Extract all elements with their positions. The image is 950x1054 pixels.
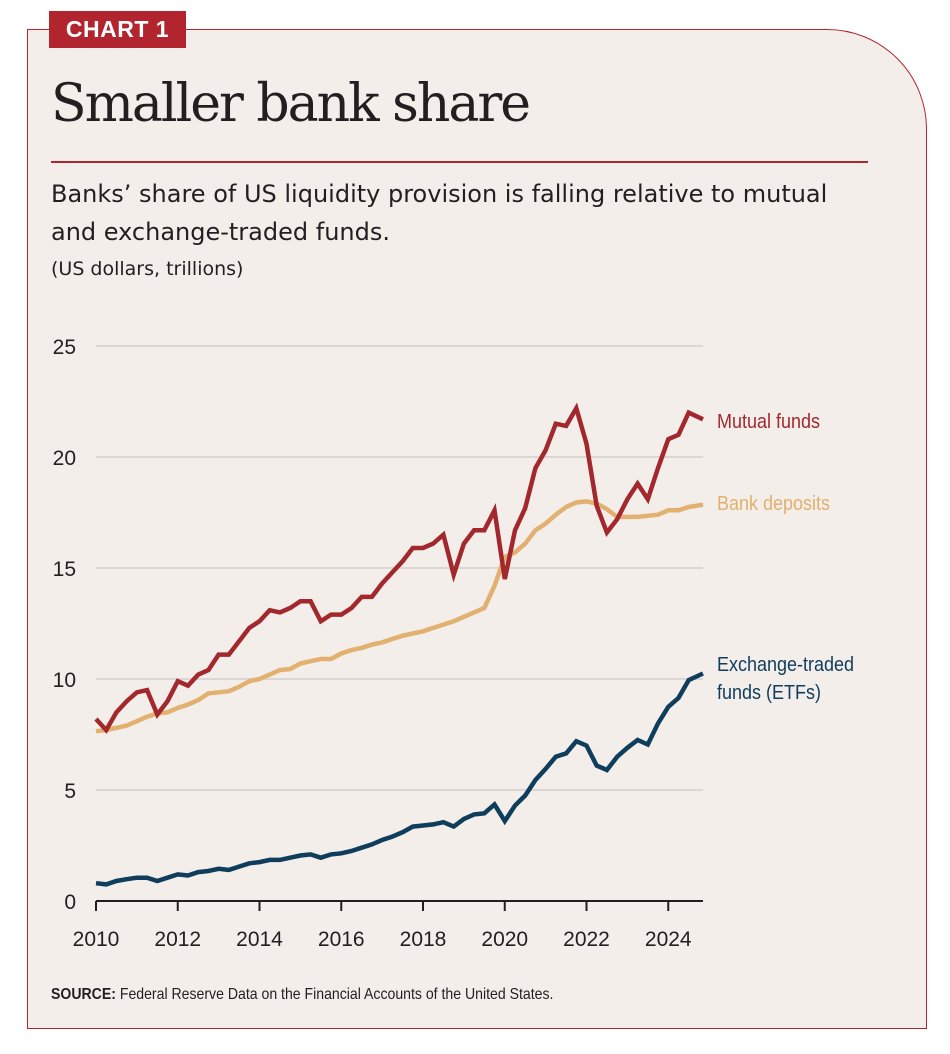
x-tick-label: 2016	[318, 928, 365, 951]
y-tick-label: 0	[64, 891, 76, 914]
x-tick-label: 2024	[645, 928, 692, 951]
y-tick-label: 15	[53, 558, 76, 581]
x-tick-label: 2014	[236, 928, 283, 951]
series-lines	[94, 402, 704, 887]
series-line-exchange-traded-funds-etfs-	[95, 671, 704, 887]
series-label: Bank deposits	[717, 493, 830, 515]
title-divider	[51, 161, 868, 163]
y-tick-label: 10	[53, 669, 76, 692]
x-tick-label: 2010	[73, 928, 120, 951]
series-line-bank-deposits	[95, 499, 704, 734]
chart-subtitle: Banks’ share of US liquidity provision i…	[51, 180, 828, 246]
series-labels: Mutual funds Bank deposits Exchange-traded…	[717, 411, 854, 704]
y-tick-label: 5	[64, 780, 76, 803]
series-label: Mutual funds	[717, 411, 820, 433]
y-tick-label: 20	[53, 447, 76, 470]
chart-title: Smaller bank share	[51, 74, 531, 134]
y-axis-ticks: 0 5 10 15 20 25	[53, 336, 76, 914]
x-tick-label: 2012	[154, 928, 201, 951]
chart-number-tag: CHART 1	[49, 11, 186, 48]
source-label: SOURCE:	[51, 986, 116, 1003]
x-tick-label: 2020	[481, 928, 528, 951]
x-tick-label: 2022	[563, 928, 610, 951]
gridlines	[96, 345, 703, 791]
series-label: Exchange-traded	[717, 654, 854, 676]
source-note: SOURCE: Federal Reserve Data on the Fina…	[51, 986, 553, 1004]
x-axis: 2010 2012 2014 2016 2018 2020 2022 2024	[73, 900, 703, 951]
x-tick-label: 2018	[400, 928, 447, 951]
series-line-mutual-funds	[94, 402, 704, 734]
series-label: funds (ETFs)	[717, 682, 821, 704]
y-tick-label: 25	[53, 336, 76, 359]
source-text: Federal Reserve Data on the Financial Ac…	[115, 986, 554, 1003]
units-label: (US dollars, trillions)	[51, 258, 244, 280]
